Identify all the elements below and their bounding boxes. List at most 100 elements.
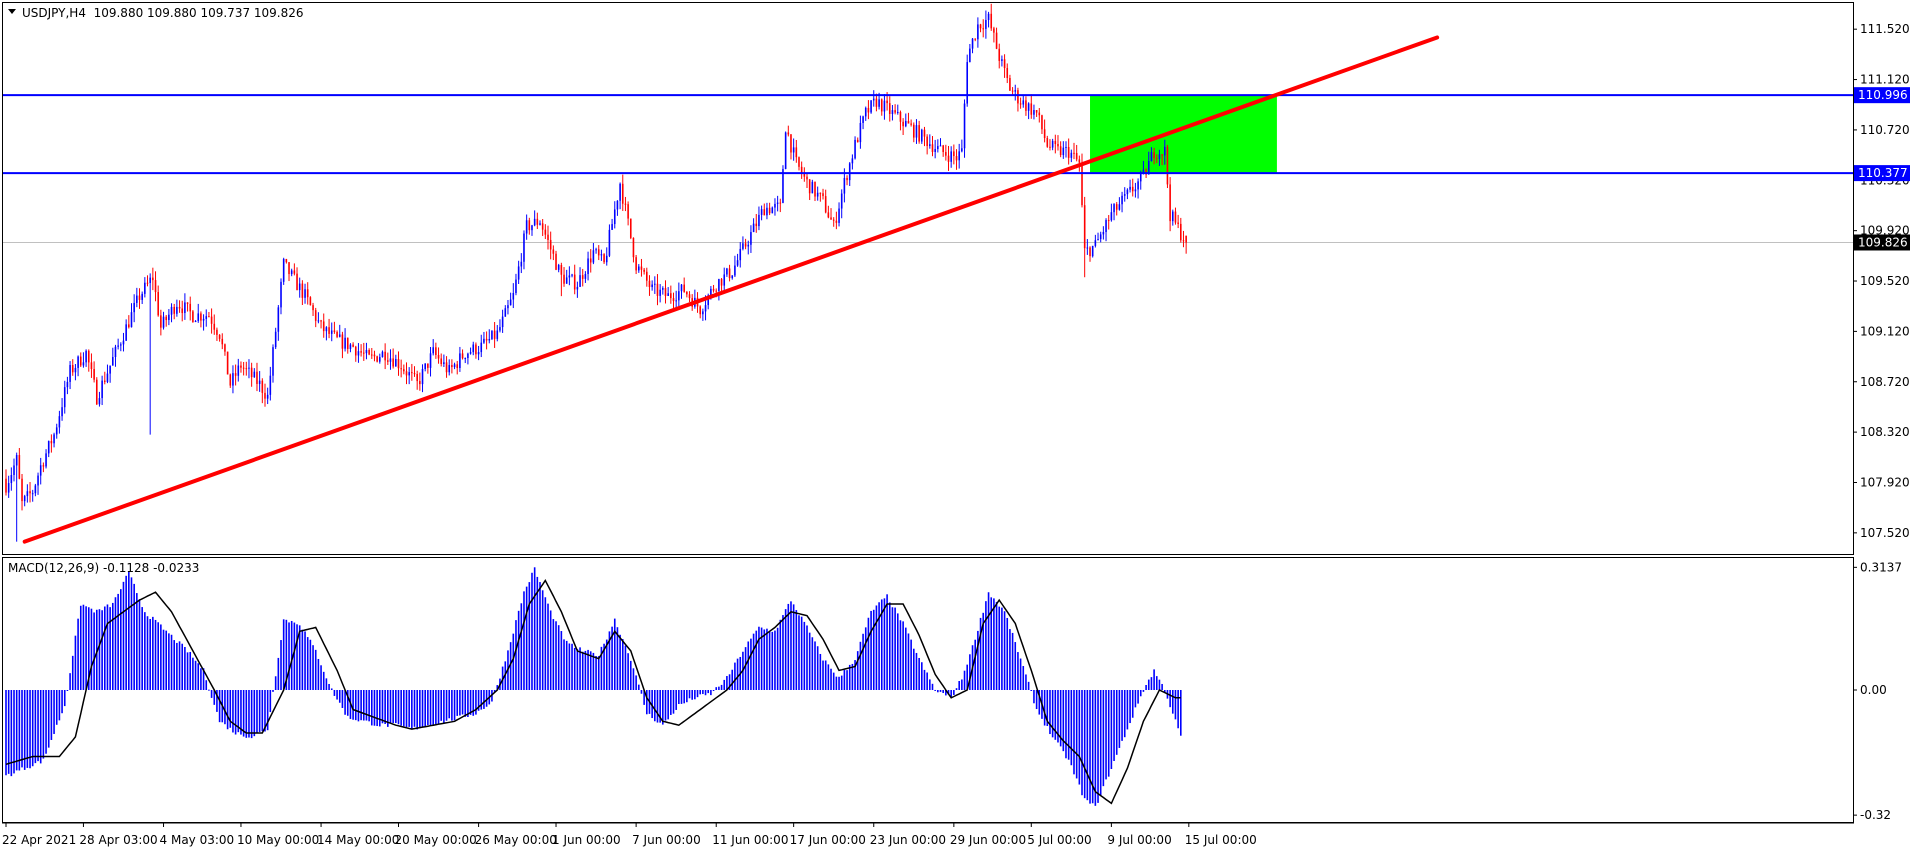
triangle-down-icon[interactable] [8,9,16,14]
x-tick-label: 11 Jun 00:00 [712,833,788,847]
candle [360,344,362,357]
macd-bar [1070,690,1073,766]
candle [867,100,870,120]
candle [1014,84,1017,101]
macd-bar [21,690,23,768]
candle [734,255,736,277]
macd-bar [531,572,533,690]
candle [990,3,993,31]
macd-bar [624,645,627,690]
candle [280,278,282,315]
candle [552,245,555,261]
candle [1105,218,1107,242]
candle [616,200,619,216]
macd-bar [253,690,256,737]
macd-bar [654,690,656,722]
macd-bar [200,668,202,690]
macd-bar [298,625,301,690]
macd-bar [830,668,832,690]
x-tick-label: 22 Apr 2021 [2,833,76,847]
y-tick-label: 107.520 [1860,526,1910,540]
candle [947,145,950,171]
candle [429,347,432,377]
candle [1089,246,1091,262]
macd-indicator [5,567,1182,806]
candle [854,136,856,160]
macd-bar [106,604,109,690]
candle [346,337,349,354]
candle [635,254,637,275]
candle [152,267,154,291]
macd-bar [835,676,838,690]
macd-bar [387,690,389,727]
macd-bar [427,690,429,726]
macd-bar [282,619,285,690]
candle [509,292,512,306]
candle [1075,144,1078,162]
candle [969,44,971,63]
candle [344,328,346,352]
macd-bar [122,581,125,690]
candle [1102,226,1105,240]
macd-bar [1059,690,1062,747]
macd-bar [13,690,15,774]
candle [93,361,95,383]
macd-bar [704,690,707,696]
macd-bar [726,676,728,690]
candle [264,383,266,407]
candle [608,224,611,258]
candle [226,351,229,375]
candle [1051,138,1054,151]
candle [42,462,45,473]
macd-bar [448,690,451,719]
macd-bar [480,690,483,710]
x-tick-label: 9 Jul 00:00 [1107,833,1171,847]
candle [961,139,963,153]
macd-bar [45,690,47,754]
candle [133,294,135,323]
macd-bar [128,571,130,690]
candle [424,363,426,372]
candle [21,474,23,511]
macd-bar [112,602,114,690]
macd-bar [1091,690,1094,804]
candle [29,482,31,503]
candle [160,309,162,336]
macd-bar [958,681,960,690]
candle [517,260,520,284]
candle [1131,178,1134,197]
macd-bar [979,617,982,690]
candle [437,347,440,364]
candle [541,218,544,237]
candle [1073,142,1075,160]
candle [872,90,875,107]
macd-bar [539,582,541,690]
candle [723,267,726,292]
candle [61,398,63,421]
candle [136,287,138,308]
macd-bar [197,663,200,690]
candle [387,352,389,365]
macd-bar [15,690,18,771]
macd-bar [910,639,912,690]
macd-bar [840,675,843,690]
symbol-info: USDJPY,H4 109.880 109.880 109.737 109.82… [22,6,304,20]
macd-bar [1009,629,1011,690]
macd-bar [317,658,320,690]
macd-bar [98,609,101,690]
candle [202,314,205,331]
candle [798,156,800,171]
macd-bar [731,669,734,690]
candle [899,110,902,131]
candle [832,217,835,227]
candle [256,362,258,392]
candle [600,249,603,261]
macd-bar [1017,652,1019,690]
candle [186,302,189,312]
x-tick-label: 4 May 03:00 [160,833,235,847]
macd-bar [662,690,664,725]
candle [891,104,894,121]
trendline[interactable] [22,35,1440,544]
